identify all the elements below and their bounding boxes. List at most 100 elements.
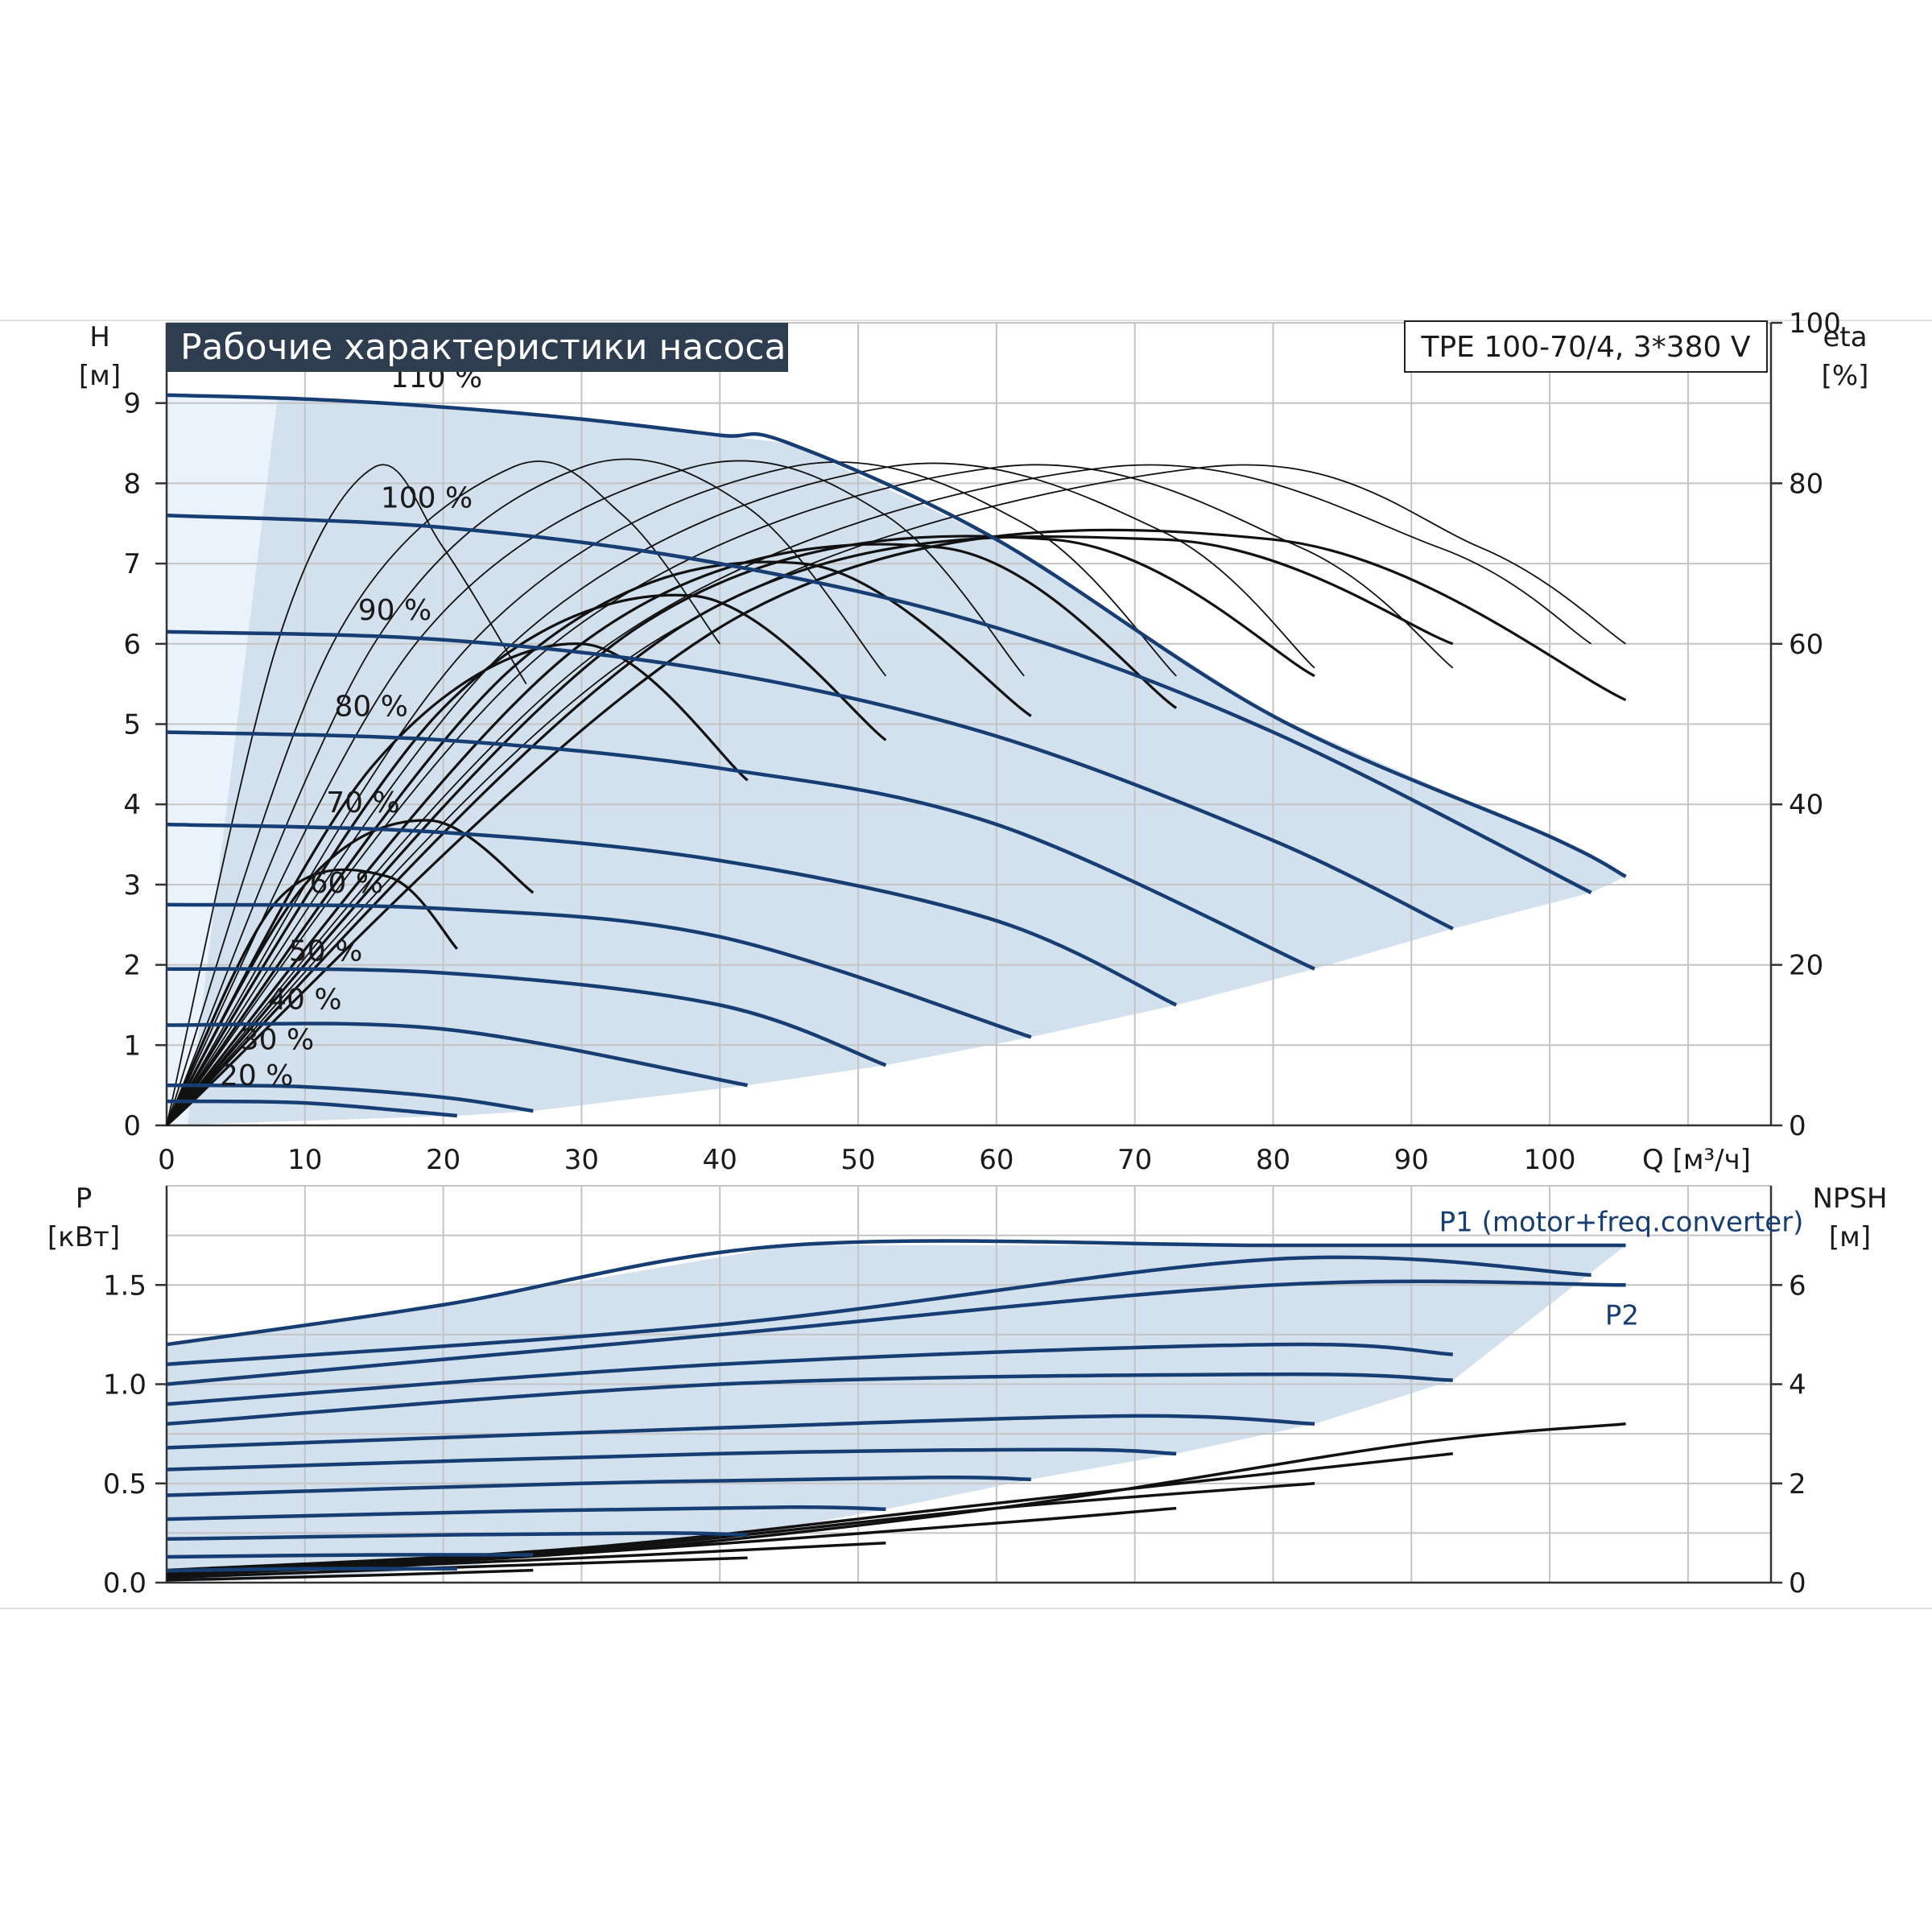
efficiency-curve xyxy=(166,460,1025,1126)
power-curve xyxy=(166,1372,1453,1426)
model-box xyxy=(1404,320,1768,373)
y2-tick-label: 80 xyxy=(1789,468,1823,500)
y-tick-label: 1 xyxy=(123,1030,141,1062)
y2-tick-label: 60 xyxy=(1789,629,1823,661)
efficiency-curve xyxy=(166,462,1315,1126)
head-curve xyxy=(166,514,1592,894)
speed-label: 80 % xyxy=(335,691,408,724)
efficiency-curve xyxy=(166,458,887,1126)
power-axis-label: P xyxy=(76,1183,93,1215)
y2-axis-unit: [%] xyxy=(1822,360,1869,392)
y-tick-label: 5 xyxy=(123,709,141,741)
head-curve xyxy=(166,902,1032,1039)
power-curve xyxy=(166,1447,1177,1472)
power-axis-unit: [кВт] xyxy=(47,1221,120,1253)
power-grid xyxy=(165,1185,1773,1584)
y-tick-label: 4 xyxy=(123,789,141,821)
efficiency-curve xyxy=(165,868,458,1126)
y2-axis-label: eta xyxy=(1823,321,1867,353)
x-tick-label: 90 xyxy=(1394,1144,1429,1176)
power-curve xyxy=(166,1553,534,1559)
y-tick-label: 9 xyxy=(123,388,141,420)
power-curve-label: P1 (motor+freq.converter) xyxy=(1439,1207,1804,1239)
x-tick-label: 40 xyxy=(703,1144,737,1176)
y2-tick-label: 20 xyxy=(1789,950,1823,982)
npsh-curve xyxy=(166,1506,1177,1575)
head-curve xyxy=(166,730,1315,971)
x-tick-label: 60 xyxy=(979,1144,1013,1176)
head-curve xyxy=(166,393,1627,878)
head-curve xyxy=(166,822,1178,1007)
title-box xyxy=(167,323,788,372)
x-tick-label: 30 xyxy=(564,1144,599,1176)
npsh-tick-label: 2 xyxy=(1789,1468,1806,1501)
npsh-curves xyxy=(166,1422,1626,1582)
efficiency-curve xyxy=(165,560,1032,1126)
speed-label: 20 % xyxy=(220,1059,293,1092)
power-tick-label: 0.0 xyxy=(103,1567,147,1600)
efficiency-curve xyxy=(166,464,1454,1126)
power-operating-envelope xyxy=(167,1245,1626,1583)
power-envelope-area xyxy=(167,1245,1626,1583)
head-curves xyxy=(166,393,1627,1118)
y2-tick-label: 0 xyxy=(1789,1110,1806,1142)
x-tick-label: 80 xyxy=(1256,1144,1290,1176)
speed-label: 60 % xyxy=(310,867,383,900)
model-label: TPE 100-70/4, 3*380 V xyxy=(1420,331,1750,364)
y-tick-label: 6 xyxy=(123,629,141,661)
power-tick-label: 0.5 xyxy=(103,1468,147,1501)
y-tick-label: 8 xyxy=(123,468,141,500)
y-axis-label: H xyxy=(89,321,110,353)
efficiency-curve xyxy=(166,464,1592,1126)
speed-label: 90 % xyxy=(358,594,431,627)
speed-label: 50 % xyxy=(289,935,362,968)
x-tick-label: 70 xyxy=(1117,1144,1152,1176)
y-tick-label: 0 xyxy=(123,1110,141,1142)
power-curve xyxy=(166,1342,1453,1406)
head-curve xyxy=(166,1099,457,1118)
speed-label: 100 % xyxy=(381,481,473,514)
chart-title: Рабочие характеристики насоса xyxy=(180,327,786,368)
y-tick-label: 7 xyxy=(123,548,141,580)
y-tick-label: 3 xyxy=(123,869,141,902)
npsh-curve xyxy=(166,1568,534,1582)
efficiency-curve xyxy=(166,464,1627,1126)
power-curve xyxy=(166,1255,1591,1367)
efficiency-curve xyxy=(165,535,1315,1127)
head-curve xyxy=(166,630,1454,931)
x-axis-label: Q [м³/ч] xyxy=(1642,1144,1751,1176)
power-panel: P1 (motor+freq.converter)P2 0.00.51.01.5… xyxy=(47,1183,1888,1600)
speed-label: 30 % xyxy=(241,1023,314,1056)
head-panel: 110 %100 %90 %80 %70 %60 %50 %40 %30 %20… xyxy=(79,308,1869,1176)
x-tick-label: 50 xyxy=(840,1144,875,1176)
power-curve xyxy=(166,1531,748,1542)
power-curve xyxy=(166,1239,1626,1347)
power-curve xyxy=(166,1505,886,1521)
npsh-axis-unit: [м] xyxy=(1829,1221,1871,1253)
power-axis-ticks: 0.0 0.5 1.0 1.5 0 2 4 6 xyxy=(103,1269,1806,1600)
head-curve xyxy=(166,1083,534,1113)
efficiency-curves xyxy=(165,458,1627,1127)
head-axis-ticks: 0 10 20 30 40 50 60 70 80 90 100012345678902040608… xyxy=(123,308,1841,1176)
x-tick-label: 100 xyxy=(1524,1144,1576,1176)
x-tick-label: 20 xyxy=(426,1144,460,1176)
head-curve xyxy=(166,1022,749,1088)
speed-label: 40 % xyxy=(268,983,341,1016)
power-curve xyxy=(166,1567,457,1573)
efficiency-curve xyxy=(165,543,1178,1127)
power-tick-label: 1.5 xyxy=(103,1269,147,1302)
efficiency-curve xyxy=(165,642,749,1126)
power-curve xyxy=(166,1279,1626,1386)
y2-tick-label: 100 xyxy=(1789,308,1841,340)
y-axis-unit: [м] xyxy=(79,360,121,392)
power-curve-labels: P1 (motor+freq.converter) P2 xyxy=(1439,1207,1804,1332)
x-tick-label: 0 xyxy=(158,1144,175,1176)
power-curves xyxy=(166,1239,1626,1573)
zero-flow-area xyxy=(167,394,278,1126)
npsh-curve xyxy=(166,1541,886,1577)
speed-label: 70 % xyxy=(326,786,399,819)
power-curve-label: P2 xyxy=(1605,1300,1639,1332)
efficiency-curve xyxy=(165,528,1627,1127)
power-curve xyxy=(166,1475,1031,1497)
